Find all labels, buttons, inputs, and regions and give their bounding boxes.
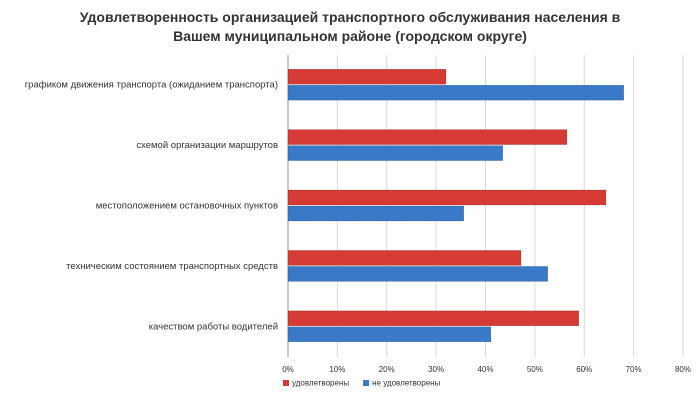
bar [287, 84, 624, 101]
y-tick-label: местоположением остановочных пунктов [96, 201, 278, 212]
x-tick-label: 30% [428, 365, 444, 374]
x-tick-label: 50% [527, 365, 543, 374]
bar [287, 310, 580, 327]
legend-swatch [283, 380, 289, 386]
x-tick-label: 0% [282, 365, 294, 374]
x-tick-label: 70% [626, 365, 642, 374]
legend-label: удовлетворены [292, 379, 349, 388]
legend-swatch [363, 380, 370, 386]
bar [287, 250, 522, 266]
y-tick-label: качеством работы водителей [149, 321, 278, 332]
x-tick-label: 80% [675, 365, 691, 374]
y-tick-label: схемой организации маршрутов [136, 140, 278, 151]
bar [287, 145, 504, 161]
bar [287, 68, 447, 85]
bar [287, 129, 568, 145]
bar [287, 266, 548, 282]
bar [287, 326, 492, 343]
bar [287, 189, 607, 206]
y-tick-label: графиком движения транспорта (ожиданием … [25, 80, 278, 91]
x-tick-label: 20% [379, 365, 395, 374]
bar [287, 205, 465, 222]
x-tick-label: 10% [329, 365, 345, 374]
chart-title: Удовлетворенность организацией транспорт… [79, 9, 621, 44]
x-tick-label: 60% [576, 365, 592, 374]
legend-label: не удовлетворены [372, 379, 440, 388]
x-tick-label: 40% [477, 365, 493, 374]
y-tick-label: техническим состоянием транспортных сред… [66, 261, 278, 272]
